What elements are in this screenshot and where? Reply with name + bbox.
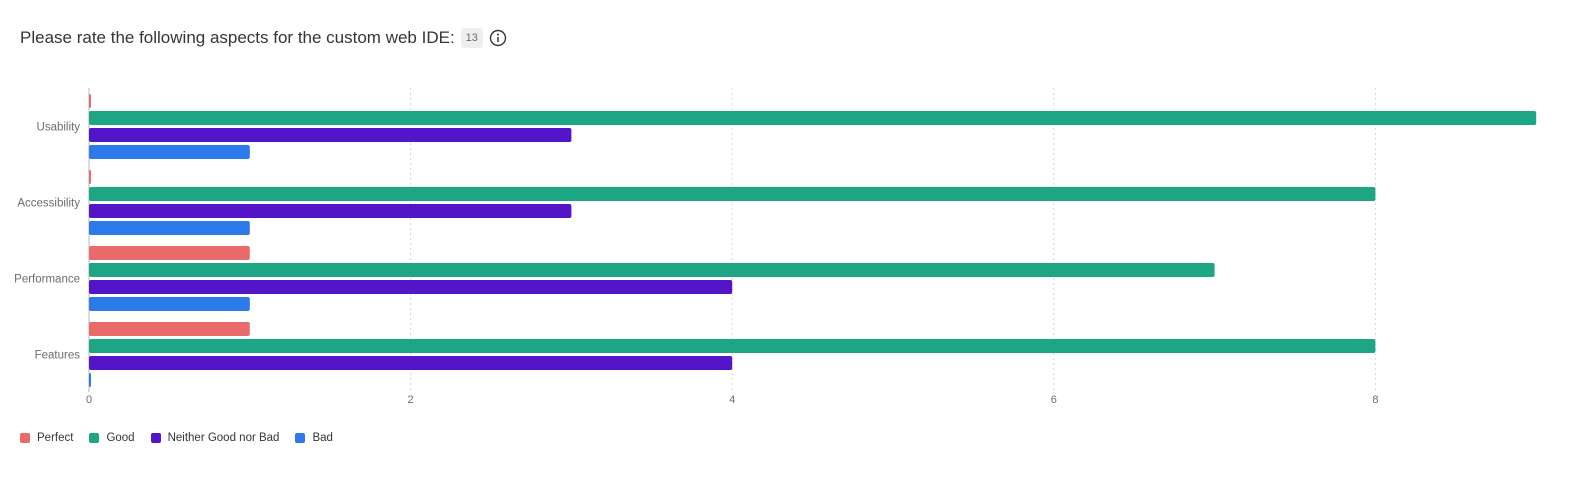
legend-swatch [20,433,30,443]
legend-label: Perfect [37,432,74,444]
bar-good[interactable] [89,187,1376,201]
chart-title: Please rate the following aspects for th… [20,28,455,47]
category-label: Accessibility [17,198,80,210]
bar-neither-good-nor-bad[interactable] [89,128,572,142]
bar-chart: 0 2 4 6 8 Usability Accessibility Performance Fe… [14,88,1537,406]
bar-perfect[interactable] [89,94,91,108]
x-tick-label: 2 [408,394,414,406]
bar-bad[interactable] [89,221,250,235]
x-tick-label: 6 [1051,394,1057,406]
legend-item[interactable]: Perfect [20,432,73,444]
bar-good[interactable] [89,111,1537,125]
bar-bad[interactable] [89,145,250,159]
x-tick-label: 8 [1372,394,1378,406]
bar-neither-good-nor-bad[interactable] [89,356,733,370]
bar-neither-good-nor-bad[interactable] [89,280,733,294]
category-label: Features [35,350,81,362]
response-count-badge: 13 [460,28,483,48]
info-icon[interactable] [489,29,507,47]
category-label: Usability [37,122,81,134]
legend-swatch [295,433,306,443]
chart-legend: Perfect Good Neither Good nor Bad Bad [20,432,349,444]
bar-perfect[interactable] [89,322,250,336]
bar-bad[interactable] [89,373,91,387]
legend-item[interactable]: Bad [295,432,333,444]
legend-item[interactable]: Good [89,432,135,444]
chart-header: Please rate the following aspects for th… [20,26,507,50]
category-label: Performance [14,274,80,286]
bar-perfect[interactable] [89,246,250,260]
legend-label: Bad [312,432,333,444]
legend-item[interactable]: Neither Good nor Bad [150,432,280,444]
bar-perfect[interactable] [89,170,91,184]
legend-swatch [150,433,161,443]
legend-label: Neither Good nor Bad [167,432,280,444]
legend-swatch [89,433,100,443]
bar-good[interactable] [89,339,1376,353]
bar-neither-good-nor-bad[interactable] [89,204,572,218]
x-tick-label: 0 [86,394,92,406]
x-tick-label: 4 [729,394,735,406]
legend-label: Good [106,432,135,444]
bar-good[interactable] [89,263,1215,277]
bar-bad[interactable] [89,297,250,311]
